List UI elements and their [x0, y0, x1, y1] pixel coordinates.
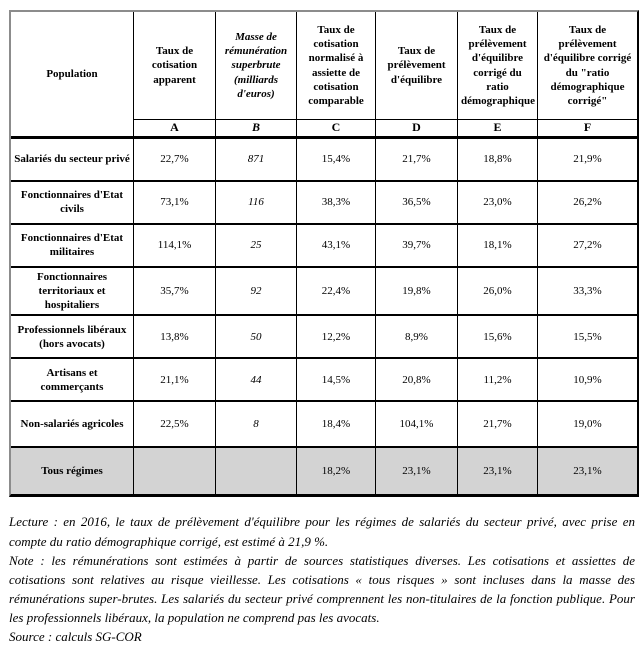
cell-A: 22,7%	[134, 138, 216, 182]
row-label: Fonctionnaires territoriaux et hospitali…	[11, 267, 134, 317]
lecture-note: Lecture : en 2016, le taux de prélèvemen…	[9, 514, 635, 549]
cell-D: 19,8%	[376, 267, 458, 317]
row-label: Professionnels libéraux (hors avocats)	[11, 316, 134, 360]
cell-F: 15,5%	[538, 316, 637, 360]
cell-E: 21,7%	[458, 402, 538, 449]
cell-A: 21,1%	[134, 359, 216, 403]
cell-A: 13,8%	[134, 316, 216, 360]
column-letter-C: C	[297, 120, 376, 139]
column-letter-E: E	[458, 120, 538, 139]
table-row: Fonctionnaires d'Etat militaires 114,1% 25…	[11, 224, 637, 268]
cell-D: 21,7%	[376, 138, 458, 182]
cell-F: 21,9%	[538, 139, 637, 182]
cell-B: 25	[216, 224, 297, 268]
cell-D: 20,8%	[376, 359, 458, 403]
cell-F: 27,2%	[538, 225, 637, 268]
table-row: Non-salariés agricoles 22,5% 8 18,4% 104,1% 2…	[11, 402, 637, 449]
cell-F: 33,3%	[538, 268, 637, 317]
column-letter-D: D	[376, 120, 458, 139]
row-label: Non-salariés agricoles	[11, 402, 134, 449]
table-row: Professionnels libéraux (hors avocats) 13…	[11, 316, 637, 360]
column-letter-A: A	[134, 120, 216, 139]
cell-A	[134, 448, 216, 495]
row-label: Salariés du secteur privé	[11, 138, 134, 182]
column-header-A: Taux de cotisation apparent	[134, 12, 216, 120]
cell-C: 18,4%	[297, 402, 376, 449]
cell-B: 92	[216, 267, 297, 317]
cell-E: 18,8%	[458, 138, 538, 182]
row-label: Tous régimes	[11, 448, 134, 495]
cell-E: 23,0%	[458, 181, 538, 225]
cell-B: 116	[216, 181, 297, 225]
cell-A: 22,5%	[134, 402, 216, 449]
source-note: Source : calculs SG-COR	[9, 629, 142, 645]
cell-F: 10,9%	[538, 359, 637, 403]
cell-F: 19,0%	[538, 402, 637, 449]
cell-B: 44	[216, 359, 297, 403]
cell-B: 50	[216, 316, 297, 360]
cell-C: 14,5%	[297, 359, 376, 403]
table-row: Fonctionnaires territoriaux et hospitali…	[11, 267, 637, 317]
cell-D: 8,9%	[376, 316, 458, 360]
cell-C: 22,4%	[297, 267, 376, 317]
cell-C: 15,4%	[297, 138, 376, 182]
header-row: Population Taux de cotisation apparent Ma…	[11, 12, 637, 139]
table-row: Artisans et commerçants 21,1% 44 14,5% 20,8%…	[11, 359, 637, 403]
cell-C: 12,2%	[297, 316, 376, 360]
footnotes: Lecture : en 2016, le taux de prélèvemen…	[9, 512, 635, 646]
row-label: Fonctionnaires d'Etat militaires	[11, 224, 134, 268]
cell-D: 36,5%	[376, 181, 458, 225]
cell-B: 8	[216, 402, 297, 449]
column-header-E: Taux de prélèvement d'équilibre corrigé …	[458, 12, 538, 120]
cell-D: 39,7%	[376, 224, 458, 268]
column-header-C: Taux de cotisation normalisé à assiette …	[297, 12, 376, 120]
population-contribution-table: Population Taux de cotisation apparent Ma…	[9, 10, 639, 498]
column-header-D: Taux de prélèvement d'équilibre	[376, 12, 458, 120]
cell-E: 23,1%	[458, 448, 538, 495]
table-row: Fonctionnaires d'Etat civils 73,1% 116 38,3…	[11, 181, 637, 225]
row-label: Artisans et commerçants	[11, 359, 134, 403]
column-letter-F: F	[538, 120, 637, 139]
cell-E: 11,2%	[458, 359, 538, 403]
table-header: Population Taux de cotisation apparent Ma…	[11, 12, 637, 139]
cell-E: 26,0%	[458, 267, 538, 317]
table-body: Salariés du secteur privé 22,7% 871 15,4% 21…	[11, 138, 637, 495]
population-column-header: Population	[11, 12, 134, 139]
row-label: Fonctionnaires d'Etat civils	[11, 181, 134, 225]
cell-E: 18,1%	[458, 224, 538, 268]
cell-A: 73,1%	[134, 181, 216, 225]
cell-F: 26,2%	[538, 182, 637, 225]
column-header-B: Masse de rémunération superbrute (millia…	[216, 12, 297, 120]
methodology-note: Note : les rémunérations sont estimées à…	[9, 552, 635, 626]
table-row: Salariés du secteur privé 22,7% 871 15,4% 21…	[11, 138, 637, 182]
cell-D: 104,1%	[376, 402, 458, 449]
cell-C: 18,2%	[297, 448, 376, 495]
cell-B	[216, 448, 297, 495]
column-letter-B: B	[216, 120, 297, 139]
cell-F: 23,1%	[538, 448, 637, 495]
cell-A: 35,7%	[134, 267, 216, 317]
cell-C: 43,1%	[297, 224, 376, 268]
cell-A: 114,1%	[134, 224, 216, 268]
column-header-F: Taux de prélèvement d'équilibre corrigé …	[538, 12, 637, 120]
cell-D: 23,1%	[376, 448, 458, 495]
cell-B: 871	[216, 138, 297, 182]
table-row: Tous régimes 18,2% 23,1% 23,1% 23,1%	[11, 448, 637, 495]
cell-C: 38,3%	[297, 181, 376, 225]
cell-E: 15,6%	[458, 316, 538, 360]
